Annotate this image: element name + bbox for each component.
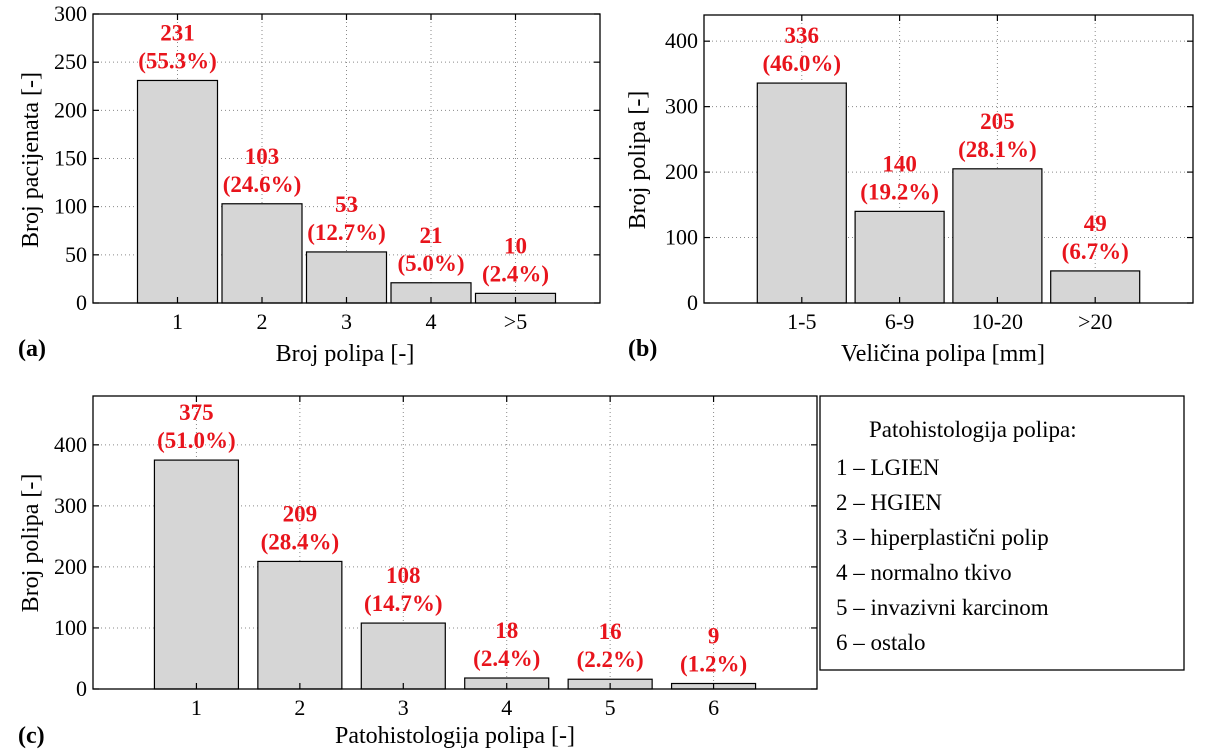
- y-axis-label: Broj pacijenata [-]: [18, 72, 44, 248]
- y-tick-label: 400: [665, 28, 698, 53]
- bar-percent-label: (46.0%): [763, 51, 842, 76]
- bar-percent-label: (28.1%): [958, 137, 1037, 162]
- x-tick-label: 3: [398, 695, 409, 720]
- bar-value-label: 103: [245, 144, 280, 169]
- x-tick-label: 6: [708, 695, 719, 720]
- bar-value-label: 49: [1084, 211, 1107, 236]
- legend-item-4: 4 – normalno tkivo: [836, 560, 1012, 585]
- plot-frame: [703, 14, 1194, 304]
- legend-item-5: 5 – invazivni karcinom: [836, 595, 1049, 620]
- legend-item-3: 3 – hiperplastični polip: [836, 525, 1049, 550]
- chart-panel-a: 231(55.3%)103(24.6%)53(12.7%) 21(5.0%)10(…: [18, 1, 601, 367]
- chart-panel-b: 336 (46.0%) 140 (19.2%) 205 (28.1%) 49 (6.7%) 0 1…: [625, 14, 1194, 367]
- x-tick-label: >5: [504, 309, 527, 334]
- bar-percent-label: (55.3%): [138, 48, 217, 73]
- bar-percent-label: (51.0%): [157, 428, 236, 453]
- bar-percent-label: (24.6%): [223, 172, 302, 197]
- x-tick-label: 5: [605, 695, 616, 720]
- x-tick-label: >20: [1078, 309, 1112, 334]
- bar-value-label: 21: [420, 223, 443, 248]
- legend-item-1: 1 – LGIEN: [836, 455, 940, 480]
- y-tick-label: 0: [76, 676, 87, 701]
- plot-frame: [92, 395, 818, 690]
- bar: [153, 459, 240, 690]
- y-tick-label: 200: [54, 97, 87, 122]
- panel-label: (a): [18, 336, 46, 362]
- legend-box: [819, 395, 1185, 671]
- bar-percent-label: (12.7%): [307, 220, 386, 245]
- x-tick-label: 1: [191, 695, 202, 720]
- x-tick-label: 2: [294, 695, 305, 720]
- legend-title: Patohistologija polipa:: [869, 417, 1077, 442]
- bar-value-label: 108: [386, 563, 421, 588]
- bar-percent-label: (14.7%): [364, 591, 443, 616]
- y-tick-label: 100: [54, 194, 87, 219]
- bar-value-label: 205: [980, 109, 1015, 134]
- y-tick-label: 300: [665, 94, 698, 119]
- bar-percent-label: (1.2%): [680, 652, 747, 677]
- y-tick-label: 0: [687, 290, 698, 315]
- panel-label: (c): [18, 723, 45, 749]
- x-tick-label: 4: [426, 309, 437, 334]
- bar-value-label: 10: [504, 233, 527, 258]
- bar-value-label: 375: [179, 400, 214, 425]
- y-tick-label: 400: [54, 432, 87, 457]
- bar-value-label: 336: [785, 23, 820, 48]
- y-tick-label: 300: [54, 493, 87, 518]
- x-axis-label: Broj polipa [-]: [276, 341, 415, 367]
- y-tick-label: 150: [54, 146, 87, 171]
- x-tick-label: 1: [172, 309, 183, 334]
- y-tick-label: 200: [665, 159, 698, 184]
- bar-percent-label: (2.4%): [482, 261, 549, 286]
- bar: [854, 210, 945, 304]
- bar-value-label: 140: [882, 151, 917, 176]
- y-tick-label: 100: [54, 615, 87, 640]
- bar: [360, 622, 446, 690]
- y-tick-label: 200: [54, 554, 87, 579]
- bar-percent-label: (2.2%): [577, 647, 644, 672]
- bar: [756, 82, 847, 304]
- bar-value-label: 231: [160, 20, 195, 45]
- bar-value-label: 53: [335, 192, 358, 217]
- bar-value-label: 9: [708, 624, 720, 649]
- legend-item-2: 2 – HGIEN: [836, 490, 942, 515]
- x-tick-label: 4: [501, 695, 512, 720]
- bar-value-label: 18: [495, 618, 518, 643]
- y-axis-label: Broj polipa [-]: [625, 91, 651, 230]
- legend-item-6: 6 – ostalo: [836, 630, 925, 655]
- bar-percent-label: (19.2%): [860, 179, 939, 204]
- x-tick-label: 10-20: [972, 309, 1023, 334]
- x-tick-label: 3: [341, 309, 352, 334]
- bar: [305, 251, 388, 304]
- x-axis-label: Veličina polipa [mm]: [841, 341, 1045, 367]
- y-tick-label: 100: [665, 225, 698, 250]
- y-tick-label: 250: [54, 49, 87, 74]
- bar: [952, 168, 1043, 304]
- bar-percent-label: (28.4%): [261, 529, 340, 554]
- bar: [221, 203, 303, 304]
- chart-panel-c: 375(51.0%)209(28.4%)108(14.7%)18(2.4%)16…: [18, 395, 818, 749]
- bar: [136, 79, 219, 304]
- bar-percent-label: (2.4%): [473, 646, 540, 671]
- y-tick-label: 0: [76, 290, 87, 315]
- y-tick-label: 50: [65, 242, 87, 267]
- x-tick-label: 6-9: [885, 309, 914, 334]
- y-tick-label: 300: [54, 1, 87, 26]
- bar-value-label: 16: [599, 619, 622, 644]
- bar: [257, 560, 343, 690]
- bar-percent-label: (5.0%): [397, 251, 464, 276]
- panel-label: (b): [628, 336, 657, 362]
- x-tick-label: 1-5: [787, 309, 816, 334]
- x-tick-label: 2: [257, 309, 268, 334]
- bar-percent-label: (6.7%): [1062, 239, 1129, 264]
- y-axis-label: Broj polipa [-]: [18, 474, 44, 613]
- bar-value-label: 209: [283, 501, 318, 526]
- x-axis-label: Patohistologija polipa [-]: [335, 723, 575, 749]
- legend: Patohistologija polipa: 1 – LGIEN 2 – HG…: [819, 395, 1185, 671]
